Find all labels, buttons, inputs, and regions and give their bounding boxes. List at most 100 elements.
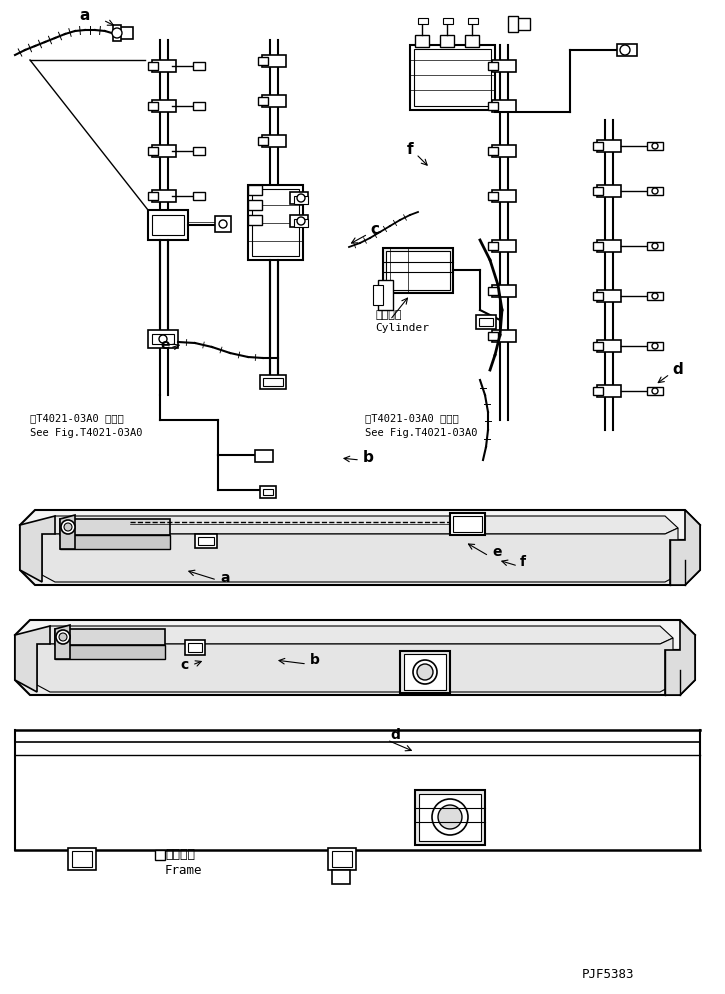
Bar xyxy=(647,342,663,350)
Bar xyxy=(597,385,621,397)
Bar xyxy=(263,378,283,386)
Circle shape xyxy=(417,664,433,680)
Polygon shape xyxy=(15,626,50,692)
Polygon shape xyxy=(55,629,165,645)
Text: a: a xyxy=(80,8,90,23)
Bar xyxy=(597,240,621,252)
Bar xyxy=(404,654,446,690)
Bar xyxy=(647,387,663,395)
Bar xyxy=(248,215,262,225)
Bar xyxy=(152,215,184,235)
Circle shape xyxy=(61,520,75,534)
Bar xyxy=(262,55,286,67)
Bar xyxy=(488,287,498,295)
Bar xyxy=(492,145,516,157)
Bar xyxy=(400,651,450,693)
Bar xyxy=(195,534,217,548)
Polygon shape xyxy=(60,515,75,549)
Bar xyxy=(465,35,479,47)
Bar xyxy=(262,95,286,107)
Bar xyxy=(188,643,202,652)
Bar xyxy=(383,248,453,293)
Bar xyxy=(597,340,621,352)
Bar xyxy=(152,60,176,72)
Bar xyxy=(148,210,188,240)
Bar xyxy=(492,240,516,252)
Bar xyxy=(260,486,276,498)
Text: Frame: Frame xyxy=(165,864,202,877)
Text: 第T4021-03A0 図参照: 第T4021-03A0 図参照 xyxy=(30,413,124,423)
Bar xyxy=(115,27,133,39)
Bar xyxy=(418,18,428,24)
Bar xyxy=(593,242,603,250)
Bar xyxy=(468,18,478,24)
Bar xyxy=(450,513,485,535)
Bar xyxy=(258,137,268,145)
Bar xyxy=(488,102,498,110)
Polygon shape xyxy=(20,510,700,540)
Polygon shape xyxy=(55,625,70,659)
Bar xyxy=(152,145,176,157)
Bar xyxy=(414,49,491,106)
Bar xyxy=(488,62,498,70)
Circle shape xyxy=(652,243,658,249)
Bar xyxy=(617,44,637,56)
Polygon shape xyxy=(37,626,673,644)
Circle shape xyxy=(652,293,658,299)
Bar xyxy=(148,147,158,155)
Text: シリンダ: シリンダ xyxy=(375,310,402,320)
Bar xyxy=(647,187,663,195)
Bar xyxy=(593,292,603,300)
Bar xyxy=(68,848,96,870)
Bar xyxy=(332,851,352,867)
Circle shape xyxy=(652,388,658,394)
Bar xyxy=(260,375,286,389)
Bar xyxy=(419,794,481,841)
Bar xyxy=(479,318,493,326)
Bar xyxy=(492,60,516,72)
Polygon shape xyxy=(670,510,700,585)
Bar xyxy=(328,848,356,870)
Text: b: b xyxy=(310,653,320,667)
Bar xyxy=(290,192,308,204)
Bar xyxy=(258,57,268,65)
Bar xyxy=(294,196,308,204)
Bar xyxy=(373,285,383,305)
Text: b: b xyxy=(363,449,374,464)
Bar xyxy=(294,219,308,227)
Text: PJF5383: PJF5383 xyxy=(582,968,634,981)
Polygon shape xyxy=(42,528,678,582)
Bar xyxy=(185,640,205,655)
Bar xyxy=(255,450,273,462)
Circle shape xyxy=(59,633,67,641)
Bar xyxy=(152,190,176,202)
Polygon shape xyxy=(15,620,695,650)
Bar xyxy=(492,330,516,342)
Bar xyxy=(488,242,498,250)
Polygon shape xyxy=(20,516,55,582)
Bar xyxy=(263,489,273,495)
Circle shape xyxy=(64,523,72,531)
Bar xyxy=(113,25,121,41)
Bar xyxy=(510,18,530,30)
Circle shape xyxy=(652,188,658,194)
Bar xyxy=(193,147,205,155)
Bar xyxy=(72,851,92,867)
Bar xyxy=(476,315,496,329)
Polygon shape xyxy=(665,620,695,695)
Bar xyxy=(248,185,262,195)
Circle shape xyxy=(297,217,305,225)
Polygon shape xyxy=(15,635,695,695)
Bar xyxy=(193,62,205,70)
Bar xyxy=(252,189,299,256)
Circle shape xyxy=(652,143,658,149)
Bar xyxy=(152,334,174,344)
Text: フレーム: フレーム xyxy=(165,849,195,862)
Bar xyxy=(148,192,158,200)
Bar xyxy=(410,45,495,110)
Polygon shape xyxy=(60,519,170,535)
Bar xyxy=(215,216,231,232)
Text: d: d xyxy=(672,363,683,378)
Text: e: e xyxy=(160,338,170,352)
Bar xyxy=(488,192,498,200)
